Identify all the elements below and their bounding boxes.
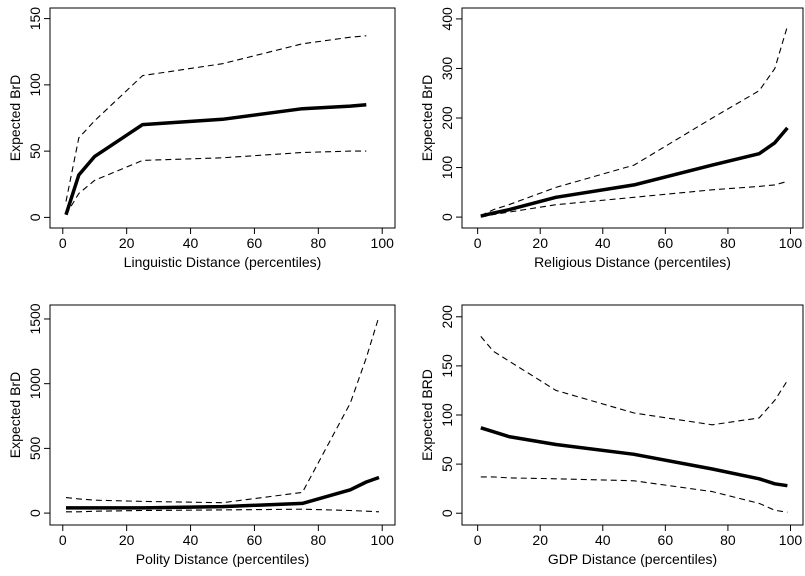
x-tick-label: 0 — [59, 532, 67, 548]
x-tick-label: 60 — [247, 235, 263, 251]
plot-frame — [49, 7, 396, 229]
x-tick-label: 80 — [311, 235, 327, 251]
data-line — [480, 336, 788, 426]
data-line — [65, 316, 380, 504]
plot-frame — [461, 304, 804, 526]
y-tick-label: 100 — [439, 403, 455, 427]
data-line — [480, 26, 788, 217]
y-tick-label: 0 — [27, 509, 43, 517]
y-tick-label: 200 — [439, 305, 455, 329]
y-axis-title: Expected BrD — [7, 75, 23, 161]
y-tick-label: 400 — [439, 7, 455, 31]
x-tick-label: 0 — [474, 532, 482, 548]
data-line — [480, 476, 788, 513]
x-tick-label: 60 — [658, 235, 674, 251]
x-tick-label: 100 — [779, 532, 803, 548]
data-line — [66, 475, 380, 510]
x-axis-title: GDP Distance (percentiles) — [548, 551, 717, 567]
y-tick-label: 500 — [27, 436, 43, 460]
y-tick-label: 0 — [439, 509, 455, 517]
data-line — [66, 508, 380, 513]
y-axis-title: Expected BrD — [7, 372, 23, 458]
x-tick-label: 0 — [474, 235, 482, 251]
y-tick-label: 50 — [27, 143, 43, 159]
y-axis-title: Expected BrD — [419, 75, 435, 161]
y-tick-label: 150 — [27, 7, 43, 31]
x-tick-label: 100 — [371, 532, 395, 548]
x-tick-label: 80 — [720, 532, 736, 548]
x-tick-label: 20 — [119, 235, 135, 251]
data-line — [64, 102, 367, 216]
x-axis-title: Religious Distance (percentiles) — [534, 254, 731, 270]
x-tick-label: 40 — [183, 235, 199, 251]
x-tick-label: 100 — [779, 235, 803, 251]
y-tick-label: 1500 — [27, 303, 43, 334]
data-line — [65, 35, 367, 202]
x-tick-label: 60 — [247, 532, 263, 548]
x-tick-label: 20 — [119, 532, 135, 548]
x-tick-label: 40 — [183, 532, 199, 548]
y-tick-label: 0 — [439, 213, 455, 221]
y-tick-label: 0 — [27, 213, 43, 221]
x-tick-label: 20 — [532, 532, 548, 548]
y-tick-label: 200 — [439, 106, 455, 130]
data-line — [480, 180, 788, 218]
data-line — [65, 150, 367, 215]
y-tick-label: 300 — [439, 57, 455, 81]
y-tick-label: 100 — [27, 73, 43, 97]
x-axis-title: Polity Distance (percentiles) — [136, 551, 310, 567]
x-tick-label: 100 — [371, 235, 395, 251]
plot-frame — [49, 304, 396, 526]
x-tick-label: 60 — [658, 532, 674, 548]
x-tick-label: 80 — [311, 532, 327, 548]
y-tick-label: 100 — [439, 156, 455, 180]
y-tick-label: 150 — [439, 354, 455, 378]
x-tick-label: 40 — [595, 235, 611, 251]
data-line — [480, 426, 788, 488]
x-tick-label: 40 — [595, 532, 611, 548]
y-tick-label: 1000 — [27, 368, 43, 399]
x-tick-label: 0 — [59, 235, 67, 251]
y-tick-label: 50 — [439, 456, 455, 472]
y-axis-title: Expected BRD — [419, 369, 435, 461]
data-line — [480, 126, 789, 218]
x-tick-label: 80 — [720, 235, 736, 251]
x-tick-label: 20 — [532, 235, 548, 251]
plot-frame — [461, 7, 804, 229]
x-axis-title: Linguistic Distance (percentiles) — [124, 254, 322, 270]
